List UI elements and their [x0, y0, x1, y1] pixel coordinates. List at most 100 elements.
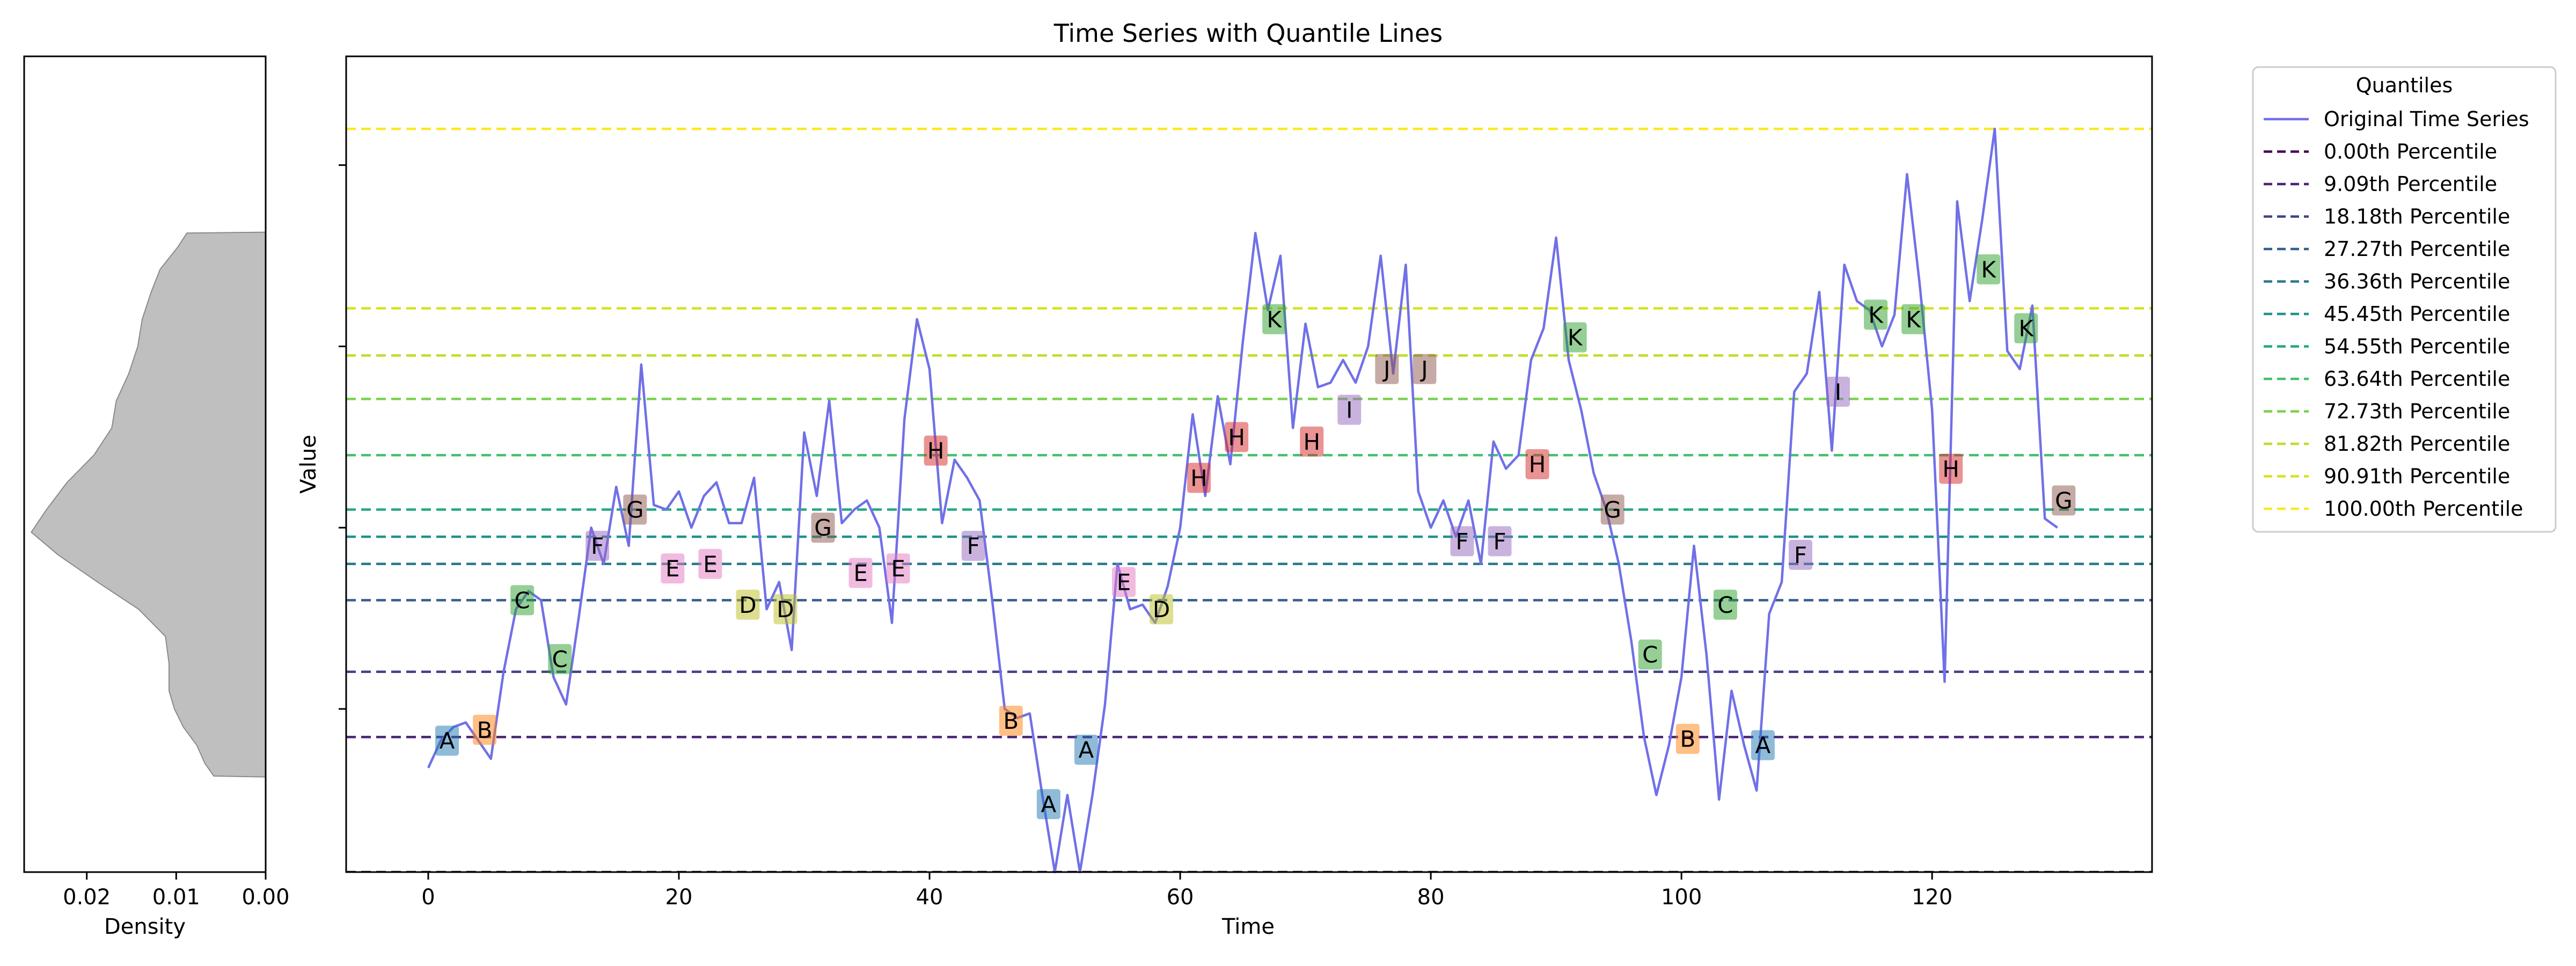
segment-marker-label: K [1267, 306, 1282, 333]
legend-entry-4: 27.27th Percentile [2264, 237, 2510, 261]
segment-marker-28: F [1488, 526, 1512, 557]
segment-marker-label: K [1868, 302, 1884, 328]
segment-marker-box [1375, 354, 1399, 384]
x-tick-label-6: 120 [1912, 885, 1952, 910]
segment-marker-39: K [1901, 304, 1926, 334]
segment-marker-label: D [739, 592, 756, 618]
segment-marker-8: D [736, 589, 760, 620]
segment-marker-41: K [1977, 254, 2001, 284]
segment-marker-box [2052, 485, 2076, 516]
segment-marker-box [1563, 322, 1587, 353]
segment-marker-34: C [1713, 589, 1737, 620]
segment-marker-35: A [1751, 730, 1775, 760]
segment-marker-31: G [1600, 494, 1624, 525]
segment-marker-42: K [2014, 313, 2038, 343]
legend-label: 90.91th Percentile [2324, 465, 2510, 488]
segment-marker-13: H [924, 435, 948, 466]
segment-marker-label: I [1835, 379, 1841, 405]
segment-marker-label: J [1419, 356, 1428, 383]
segment-marker-label: H [1228, 424, 1245, 450]
legend-entry-0: Original Time Series [2264, 107, 2529, 131]
legend-label: 100.00th Percentile [2324, 497, 2523, 521]
segment-marker-label: C [514, 587, 530, 613]
segment-marker-label: F [967, 533, 980, 559]
segment-marker-23: H [1300, 426, 1324, 457]
segment-marker-label: B [1680, 726, 1695, 752]
segment-marker-box [961, 531, 985, 561]
chart-title: Time Series with Quantile Lines [1053, 19, 1443, 48]
segment-marker-box [1901, 304, 1926, 334]
y-axis-label: Value [296, 435, 321, 494]
segment-marker-label: E [665, 555, 680, 582]
segment-marker-box [1638, 639, 1662, 670]
segment-marker-40: H [1939, 453, 1963, 484]
segment-marker-box [924, 435, 948, 466]
segment-marker-label: H [1529, 451, 1546, 478]
segment-marker-label: C [1642, 642, 1658, 668]
segment-marker-box [1111, 567, 1136, 597]
segment-marker-label: D [777, 596, 794, 623]
legend-entry-3: 18.18th Percentile [2264, 205, 2510, 229]
segment-marker-2: C [510, 585, 535, 616]
segment-marker-label: B [1003, 708, 1019, 734]
legend-entry-9: 72.73th Percentile [2264, 400, 2510, 423]
segment-marker-box [1337, 394, 1362, 425]
segment-marker-label: B [477, 717, 493, 743]
segment-marker-30: K [1563, 322, 1587, 353]
segment-marker-1: B [473, 714, 497, 745]
segment-marker-16: A [1036, 789, 1060, 819]
segment-marker-18: E [1111, 567, 1136, 597]
legend-entry-6: 45.45th Percentile [2264, 302, 2510, 326]
segment-marker-box [1600, 494, 1624, 525]
segment-marker-box [548, 644, 572, 675]
x-tick-label-3: 60 [1167, 885, 1194, 910]
segment-marker-box [1262, 304, 1286, 334]
segment-marker-label: F [1455, 529, 1468, 555]
segment-marker-0: A [435, 726, 459, 756]
plot-frame [345, 55, 2153, 873]
segment-marker-box [1150, 594, 1174, 625]
segment-marker-12: E [886, 553, 910, 584]
legend-label: 27.27th Percentile [2324, 237, 2510, 261]
segment-marker-label: E [853, 560, 868, 587]
segment-marker-box [886, 553, 910, 584]
segment-marker-32: C [1638, 639, 1662, 670]
segment-marker-label: G [626, 496, 644, 523]
legend-label: Original Time Series [2324, 107, 2529, 131]
density-x-axis-label: Density [104, 914, 186, 939]
segment-marker-5: G [623, 494, 647, 525]
quantile-lines [346, 127, 2152, 872]
segment-marker-21: H [1225, 422, 1249, 452]
segment-marker-label: K [1568, 325, 1583, 351]
density-tick-label-0: 0.02 [63, 885, 111, 910]
legend-label: 45.45th Percentile [2324, 302, 2510, 326]
density-tick-label-2: 0.00 [241, 885, 289, 910]
segment-marker-box [623, 494, 647, 525]
legend-label: 72.73th Percentile [2324, 400, 2510, 423]
segment-marker-box [1864, 299, 1888, 330]
segment-marker-label: E [891, 555, 905, 582]
segment-marker-label: E [1117, 569, 1131, 596]
x-axis-label: Time [1221, 914, 1275, 939]
x-ticks: 0 20 40 60 80 100 120 [421, 872, 1952, 910]
segment-marker-box [811, 513, 835, 543]
series-line [427, 127, 2059, 874]
density-ticks: 0.02 0.01 0.00 [63, 872, 290, 910]
segment-marker-box [435, 726, 459, 756]
density-area [30, 231, 266, 778]
segment-marker-label: G [1604, 496, 1621, 523]
segment-marker-33: B [1675, 723, 1700, 754]
segment-marker-17: A [1074, 735, 1098, 765]
segment-marker-14: F [961, 531, 985, 561]
x-tick-label-2: 40 [916, 885, 943, 910]
segment-marker-36: F [1788, 539, 1812, 570]
segment-marker-label: F [591, 533, 604, 559]
legend-label: 63.64th Percentile [2324, 367, 2510, 391]
legend-entry-10: 81.82th Percentile [2264, 432, 2510, 456]
segment-marker-11: E [848, 558, 873, 588]
legend-title: Quantiles [2356, 74, 2453, 97]
segment-marker-10: G [811, 513, 835, 543]
x-tick-label-5: 100 [1661, 885, 1702, 910]
segment-marker-box [1788, 539, 1812, 570]
